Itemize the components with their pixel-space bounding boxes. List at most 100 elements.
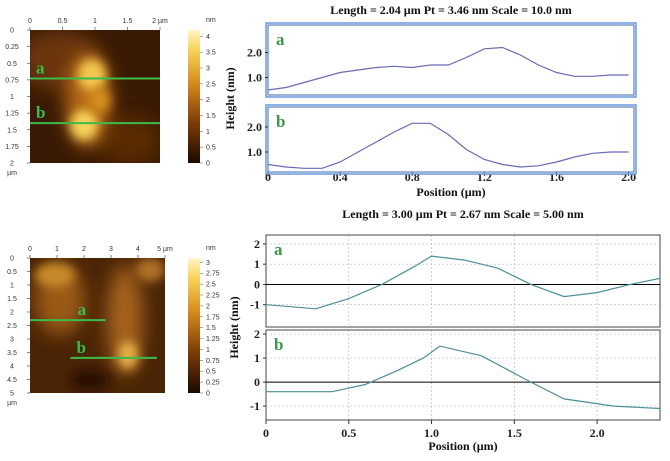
y-tick-label: 0.5 <box>7 269 17 276</box>
profile-label: a <box>78 300 87 319</box>
colorbar-tick-label: 0.5 <box>206 145 216 152</box>
y-tick-label: 1 <box>254 351 260 365</box>
y-tick-label: 1 <box>254 257 260 271</box>
y-axis-label: Height (nm) <box>227 296 241 358</box>
y-tick-label: -1 <box>250 399 260 413</box>
chart-title: Length = 3.00 µm Pt = 2.67 nm Scale = 5.… <box>342 207 583 221</box>
y-tick-label: 0.25 <box>5 44 19 51</box>
colorbar-tick-label: 0.25 <box>206 380 220 387</box>
colorbar-tick-label: 0 <box>206 161 210 168</box>
profile-curve <box>267 122 629 169</box>
colorbar-tick-label: 3 <box>206 66 210 73</box>
colorbar <box>188 30 200 163</box>
colorbar-tick-label: 1.25 <box>206 336 220 343</box>
y-tick-label: 0 <box>10 256 14 263</box>
y-tick-label: 0 <box>254 277 260 291</box>
x-tick-label: 4 <box>136 246 140 253</box>
x-tick-label: 2 µm <box>152 18 168 25</box>
colorbar-tick-label: 3.5 <box>206 50 216 57</box>
colorbar-tick-label: 0.5 <box>206 369 216 376</box>
y-tick-label: 1.5 <box>7 127 17 134</box>
y-tick-label: 2 <box>254 237 260 251</box>
y-tick-label: 1.0 <box>247 145 262 159</box>
y-tick-label: 5 <box>10 391 14 398</box>
y-tick-label: 2.5 <box>7 323 17 330</box>
y-tick-label: 3.5 <box>7 350 17 357</box>
colorbar-tick-label: 0 <box>206 391 210 398</box>
profile-label: a <box>36 59 45 78</box>
colorbar-tick-label: 1.75 <box>206 314 220 321</box>
panel-label: a <box>274 240 283 259</box>
x-tick-label: 0 <box>28 18 32 25</box>
x-tick-label: 5 µm <box>157 246 173 253</box>
panel-frame <box>267 106 635 173</box>
colorbar-tick-label: 2.25 <box>206 293 220 300</box>
colorbar-tick-label: 1 <box>206 129 210 136</box>
colorbar-tick-label: 2.75 <box>206 271 220 278</box>
panel-label: a <box>276 30 285 49</box>
panel-frame <box>265 234 661 328</box>
x-tick-label: 1.5 <box>123 18 133 25</box>
afm-image <box>30 30 160 163</box>
colorbar-unit: nm <box>206 245 216 252</box>
y-tick-label: 2 <box>10 161 14 168</box>
y-tick-label: 0 <box>254 375 260 389</box>
y-tick-label: -1 <box>250 298 260 312</box>
panel-frame <box>265 22 637 98</box>
x-tick-label: 1 <box>93 18 97 25</box>
colorbar-tick-label: 2.5 <box>206 81 216 88</box>
y-tick-label: 1 <box>10 94 14 101</box>
profile-curve <box>266 345 661 410</box>
y-axis-label: Height (nm) <box>223 67 237 129</box>
y-tick-label: 1.75 <box>5 144 19 151</box>
x-tick-label: 0.5 <box>341 426 356 440</box>
x-tick-label: 3 <box>109 246 113 253</box>
y-tick-label: 1.5 <box>7 296 17 303</box>
profile-curve <box>267 46 629 91</box>
x-tick-label: 1 <box>55 246 59 253</box>
y-tick-label: 1.25 <box>5 111 19 118</box>
x-axis-label: Position (µm) <box>428 439 497 453</box>
y-tick-label: 2 <box>254 327 260 341</box>
x-tick-label: 0.5 <box>58 18 68 25</box>
y-tick-label: 0.5 <box>7 61 17 68</box>
colorbar-tick-label: 4 <box>206 34 210 41</box>
y-unit: µm <box>7 170 17 177</box>
colorbar-tick-label: 2.5 <box>206 282 216 289</box>
profile-label: b <box>36 103 45 122</box>
colorbar-tick-label: 1 <box>206 347 210 354</box>
y-tick-label: 1.0 <box>247 71 262 85</box>
y-tick-label: 4.5 <box>7 377 17 384</box>
colorbar-unit: nm <box>206 17 216 24</box>
panel-frame <box>265 329 661 421</box>
y-unit: µm <box>7 400 17 407</box>
y-tick-label: 2.0 <box>247 120 262 134</box>
x-tick-label: 0 <box>265 170 271 184</box>
chart-title: Length = 2.04 µm Pt = 3.46 nm Scale = 10… <box>330 3 571 17</box>
x-tick-label: 1.0 <box>424 426 439 440</box>
colorbar-tick-label: 2 <box>206 303 210 310</box>
colorbar-tick-label: 3 <box>206 260 210 267</box>
panel-frame <box>267 24 635 96</box>
colorbar <box>188 258 200 393</box>
x-axis-label: Position (µm) <box>416 185 485 199</box>
x-tick-label: 2.0 <box>590 426 605 440</box>
y-tick-label: 3 <box>10 337 14 344</box>
y-tick-label: 1 <box>10 283 14 290</box>
panel-label: b <box>274 335 283 354</box>
x-tick-label: 0 <box>28 246 32 253</box>
panel-frame <box>265 104 637 175</box>
profile-curve <box>265 255 661 310</box>
profile-label: b <box>77 338 86 357</box>
x-tick-label: 1.5 <box>507 426 522 440</box>
y-tick-label: 0 <box>10 28 14 35</box>
colorbar-tick-label: 1.5 <box>206 325 216 332</box>
colorbar-tick-label: 0.75 <box>206 358 220 365</box>
colorbar-tick-label: 2 <box>206 97 210 104</box>
panel-label: b <box>276 112 285 131</box>
x-tick-label: 0 <box>263 426 269 440</box>
y-tick-label: 4 <box>10 364 14 371</box>
x-tick-label: 2 <box>82 246 86 253</box>
y-tick-label: 2 <box>10 310 14 317</box>
